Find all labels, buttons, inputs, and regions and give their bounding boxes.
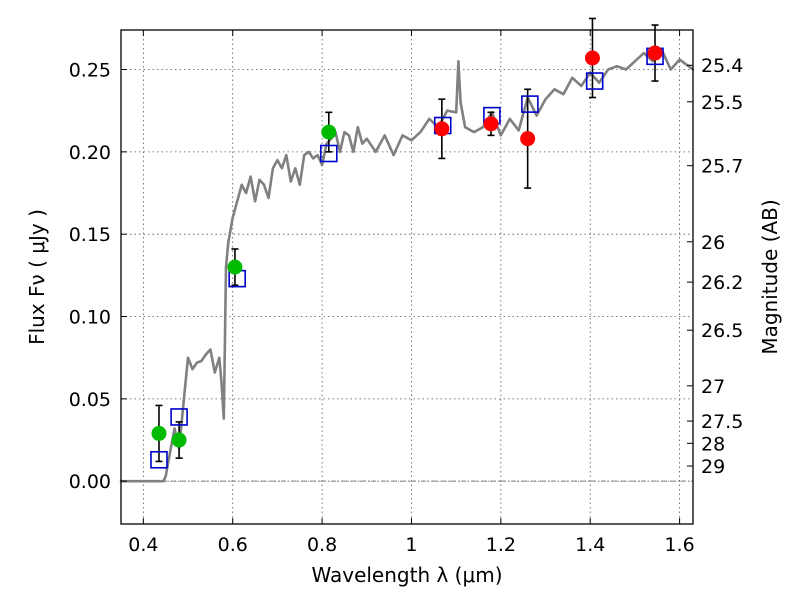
y2-tick-label: 27 (701, 376, 725, 398)
grid (121, 30, 693, 524)
nir-photometry-point (520, 131, 536, 147)
x-tick-label: 0.4 (128, 534, 158, 556)
model-photometry-square (521, 95, 539, 113)
optical-photometry-point (151, 425, 167, 441)
y-tick-label: 0.00 (69, 471, 111, 493)
x-tick-label: 1.4 (575, 534, 605, 556)
optical-photometry-point (171, 432, 187, 448)
x-axis-title: Wavelength λ (μm) (311, 563, 502, 587)
x-tick-label: 1 (405, 534, 417, 556)
y2-tick-label: 29 (701, 456, 725, 478)
nir-photometry-point (647, 45, 663, 61)
y-tick-label: 0.05 (69, 389, 111, 411)
ticks (121, 30, 693, 524)
x-tick-label: 1.6 (664, 534, 694, 556)
y-tick-label: 0.20 (69, 142, 111, 164)
model-photometry-square (150, 450, 168, 469)
y2-tick-label: 27.5 (701, 411, 743, 433)
nir-photometry-point (483, 116, 499, 132)
series-layer (119, 17, 695, 483)
nir-photometry-point (434, 121, 450, 137)
y2-tick-label: 25.5 (701, 92, 743, 114)
y2-tick-label: 25.7 (701, 156, 743, 178)
plot-frame (120, 29, 694, 525)
y-tick-label: 0.10 (69, 307, 111, 329)
y2-tick-label: 26.5 (701, 320, 743, 342)
x-tick-label: 0.6 (218, 534, 248, 556)
model-photometry-square (319, 144, 338, 163)
nir-photometry-point (584, 50, 600, 66)
y-axis-title: Flux Fν ( μJy ) (25, 209, 49, 345)
optical-photometry-point (321, 124, 337, 140)
model-photometry-square (170, 408, 188, 426)
x-tick-label: 1.2 (486, 534, 516, 556)
y2-tick-label: 25.4 (701, 55, 743, 77)
optical-photometry-point (227, 259, 243, 275)
y2-tick-label: 26 (701, 232, 725, 254)
y2-axis-title: Magnitude (AB) (758, 199, 782, 354)
y2-tick-label: 26.2 (701, 272, 743, 294)
x-tick-label: 0.8 (307, 534, 337, 556)
y-tick-label: 0.25 (69, 60, 111, 82)
model-photometry-square (585, 72, 604, 90)
y-tick-label: 0.15 (69, 224, 111, 246)
y2-tick-label: 28 (701, 433, 725, 455)
tick-labels: 0.4 0.6 0.8 1 1.2 1.4 1.6 0.00 0.05 0.10 0.15 0.20 0… (69, 55, 744, 556)
